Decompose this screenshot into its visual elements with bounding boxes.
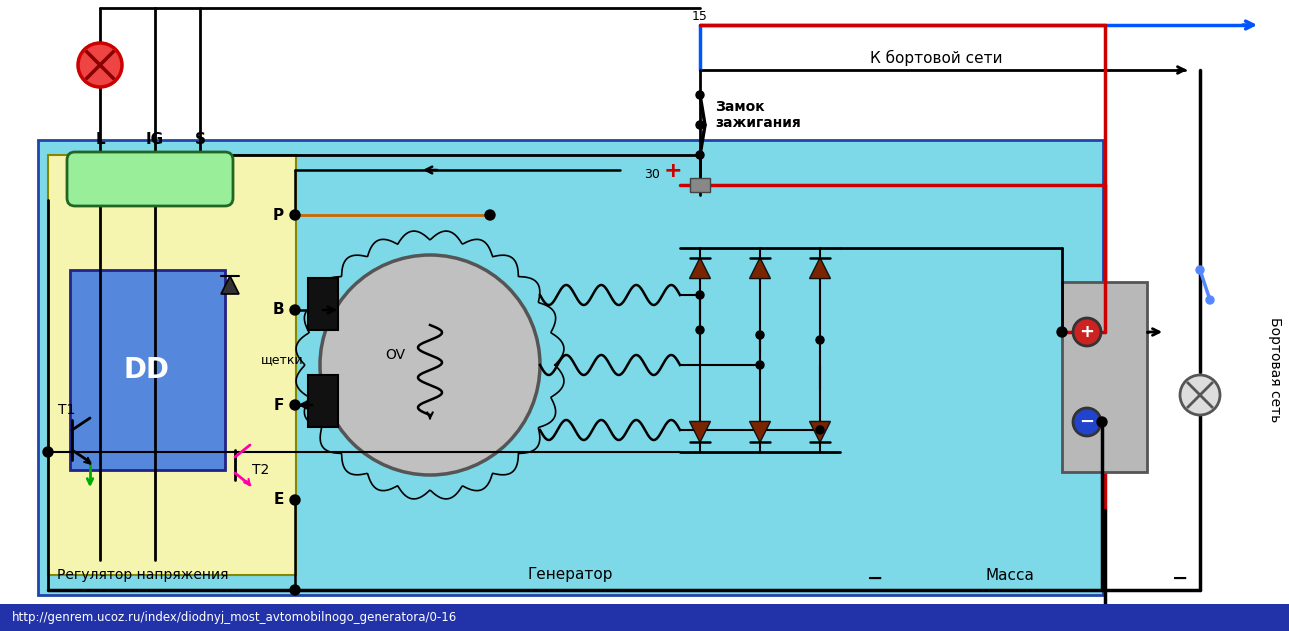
Text: Генератор: Генератор [527,567,612,582]
Circle shape [696,151,704,159]
Text: −: − [1172,569,1188,587]
Polygon shape [690,257,710,278]
Text: Бортовая сеть: Бортовая сеть [1268,317,1283,423]
FancyBboxPatch shape [48,155,296,575]
Text: E: E [273,493,284,507]
Text: Масса: Масса [986,567,1035,582]
Text: Регулятор напряжения: Регулятор напряжения [57,568,228,582]
Text: IG: IG [146,132,164,147]
Circle shape [290,400,300,410]
Circle shape [757,361,764,369]
Circle shape [43,447,53,457]
Text: Замок
зажигания: Замок зажигания [715,100,800,130]
Circle shape [320,255,540,475]
Circle shape [1207,296,1214,304]
Text: щетки: щетки [260,353,303,367]
Circle shape [290,585,300,595]
FancyBboxPatch shape [690,178,710,192]
Polygon shape [809,422,830,442]
Text: OV: OV [385,348,405,362]
Circle shape [290,495,300,505]
FancyBboxPatch shape [308,375,338,427]
Text: L: L [95,132,104,147]
FancyBboxPatch shape [70,270,226,470]
Circle shape [816,336,824,344]
Circle shape [696,291,704,299]
FancyBboxPatch shape [308,278,338,330]
Circle shape [757,331,764,339]
Text: 15: 15 [692,10,708,23]
Polygon shape [220,276,238,294]
Polygon shape [749,257,771,278]
Polygon shape [690,422,710,442]
Text: S: S [195,132,205,147]
FancyBboxPatch shape [0,604,1289,631]
Text: DD: DD [124,356,170,384]
FancyBboxPatch shape [37,140,1103,595]
Circle shape [290,210,300,220]
Text: 30: 30 [644,168,660,182]
Text: К бортовой сети: К бортовой сети [870,50,1003,66]
Circle shape [1072,408,1101,436]
Circle shape [290,305,300,315]
Circle shape [816,426,824,434]
Circle shape [1072,318,1101,346]
Text: −: − [866,569,883,587]
Text: B: B [272,302,284,317]
Text: http://genrem.ucoz.ru/index/diodnyj_most_avtomobilnogo_generatora/0-16: http://genrem.ucoz.ru/index/diodnyj_most… [12,611,458,623]
Text: T2: T2 [253,463,269,477]
Circle shape [696,121,704,129]
Text: T1: T1 [58,403,75,417]
Circle shape [485,210,495,220]
Polygon shape [749,422,771,442]
Circle shape [1179,375,1219,415]
FancyBboxPatch shape [67,152,233,206]
Circle shape [696,326,704,334]
Text: +: + [1079,323,1094,341]
Text: −: − [1079,413,1094,431]
Polygon shape [809,257,830,278]
Circle shape [696,91,704,99]
Circle shape [79,43,122,87]
Text: +: + [664,161,682,181]
Text: P: P [273,208,284,223]
Circle shape [1196,266,1204,274]
FancyBboxPatch shape [1062,282,1147,472]
Text: F: F [273,398,284,413]
Circle shape [1097,417,1107,427]
Circle shape [1057,327,1067,337]
